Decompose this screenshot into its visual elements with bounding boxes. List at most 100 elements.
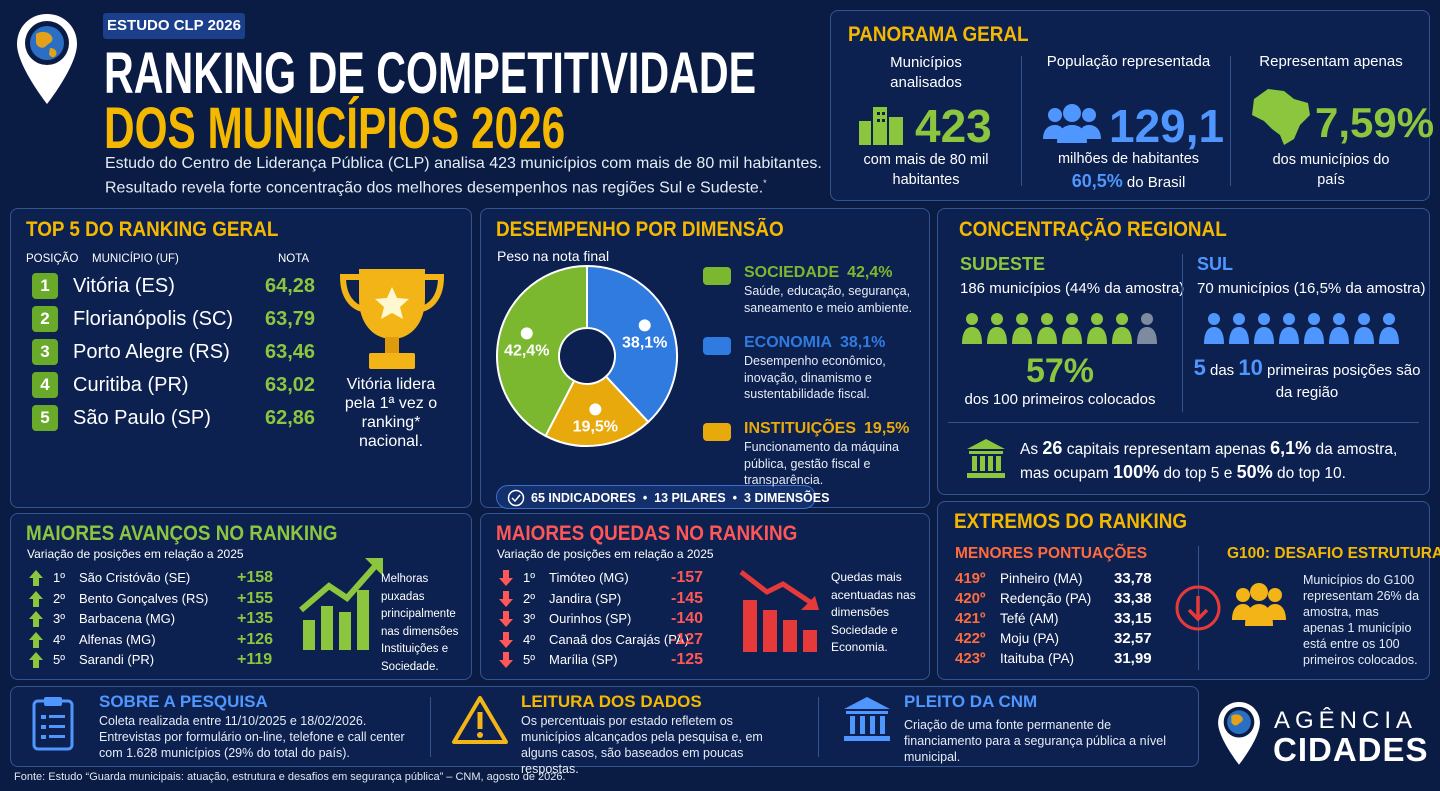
person-head [1283,313,1295,325]
rank: 419º [955,570,986,587]
legend-desc: Saúde, educação, segurança, saneamento e… [744,284,913,315]
region-value: 57% [1025,352,1095,390]
brand-pin [1218,701,1260,765]
subtitle-line-2: Resultado revela forte concentração dos … [105,178,767,197]
arrow [499,652,513,669]
panel-title: MAIORES QUEDAS NO RANKING [496,522,798,545]
panel-subtitle: Peso na nota final [497,248,610,264]
municipality: Tefé (AM) [1000,611,1059,626]
change: +158 [237,569,274,586]
rank: 4º [53,631,65,647]
arrow [499,631,513,648]
down-arrow-icon [1175,585,1221,631]
stat-desc: com mais de 80 mil habitantes [863,152,989,188]
rising-chart-icon [299,558,383,650]
title-line-2: DOS MUNICÍPIOS 2026 [104,96,566,161]
rank: 2º [523,590,535,606]
person-head [1016,313,1028,325]
stat-label: Municípios analisados [890,54,962,91]
legend-icon [703,337,731,355]
stat-label: Representam apenas [1259,53,1403,70]
legend-icon-shape [703,423,731,441]
arrow-icon [29,570,43,586]
footnote-mark: * [763,178,767,188]
divider [948,422,1419,423]
legend-name: INSTITUIÇÕES [744,417,856,437]
arrow [29,631,43,648]
municipality: São Cristóvão (SE) [79,570,191,585]
advances-panel: MAIORES AVANÇOS NO RANKING Variação de p… [10,513,472,680]
rank-badge: 5 [32,405,58,431]
rank-badge: 3 [32,339,58,365]
arrow-icon [29,631,43,648]
summary-pill: 65 INDICADORES • 13 PILARES • 3 DIMENSÕE… [496,485,829,509]
top5-panel: TOP 5 DO RANKING GERAL POSIÇÃO MUNICÍPIO… [10,208,472,508]
legend-icon [703,423,731,441]
person-body [1037,327,1057,344]
change: +155 [237,589,274,607]
footer-title: PLEITO DA CNM [904,692,1038,711]
legend-name: ECONOMIA [744,334,832,351]
text: do top 5 e [1163,465,1233,482]
highlight: 50% [1236,462,1273,482]
subtitle-line-1: Estudo do Centro de Liderança Pública (C… [105,155,822,172]
rank: 423º [955,650,986,667]
rank: 421º [955,610,986,627]
person-head [1041,313,1053,325]
panel-subtitle: Variação de posições em relação a 2025 [497,547,714,561]
divider [430,697,431,757]
person-body [1379,327,1399,344]
legend-value: 19,5% [864,420,909,437]
pill-item: 65 INDICADORES [531,491,636,505]
rank: 3º [53,611,65,627]
person-body [1137,327,1157,344]
municipality: Redenção (PA) [1000,591,1092,606]
highlight: 100% [1113,462,1160,482]
municipality: Curitiba (PR) [73,374,189,396]
legend-title: INSTITUIÇÕES 19,5% [744,417,909,437]
municipality: Jandira (SP) [549,590,622,606]
stat-label: População representada [1046,53,1211,70]
regional-panel: CONCENTRAÇÃO REGIONAL SUDESTE 186 municí… [937,208,1430,495]
logo-pin [17,14,77,104]
municipality: Vitória (ES) [73,275,175,297]
score: 63,46 [265,341,316,363]
person-head [1333,313,1345,325]
pill-item: 13 PILARES [654,491,726,505]
header-tag: ESTUDO CLP 2026 [103,13,245,39]
clipboard-icon [32,697,74,751]
change: -145 [671,589,704,607]
footer-band: SOBRE A PESQUISA Coleta realizada entre … [10,686,1199,776]
rank: 1º [523,570,535,585]
score: 33,78 [1114,570,1152,587]
footer-title: SOBRE A PESQUISA [99,692,268,711]
person-body [962,327,982,344]
highlight: 26 [1042,438,1063,458]
stat-value: 423 [915,100,992,152]
score: 62,86 [265,407,316,429]
arrow [29,611,43,628]
rank: 5º [53,652,65,668]
arrow [499,590,513,607]
municipality: Florianópolis (SC) [73,308,234,330]
brazil-map-icon [1252,89,1310,145]
legend-value: 38,1% [840,334,885,351]
legend-title: ECONOMIA 38,1% [744,334,885,351]
change: -125 [671,651,704,669]
footer-text: Criação de uma fonte permanente de finan… [904,718,1166,764]
score: 63,79 [265,308,316,330]
donut-chart: 42,4% SOCIEDADE 42,4% 38,1% ECONOMIA 38,1% 19,… [496,264,909,447]
person-body [1112,327,1132,344]
person-head [1258,313,1270,325]
rank: 4º [523,631,535,647]
subtitle-text: Resultado revela forte concentração dos … [105,179,764,197]
municipality: Bento Gonçalves (RS) [79,590,209,606]
municipality: Barbacena (MG) [79,611,176,627]
stat-desc: dos municípios do país [1272,152,1390,188]
score: 33,38 [1114,590,1152,607]
score: 31,99 [1114,650,1152,667]
warning-icon [452,696,508,744]
person-body [1062,327,1082,344]
extra-value: 60,5% [1071,171,1123,191]
panel-title: CONCENTRAÇÃO REGIONAL [959,218,1227,241]
